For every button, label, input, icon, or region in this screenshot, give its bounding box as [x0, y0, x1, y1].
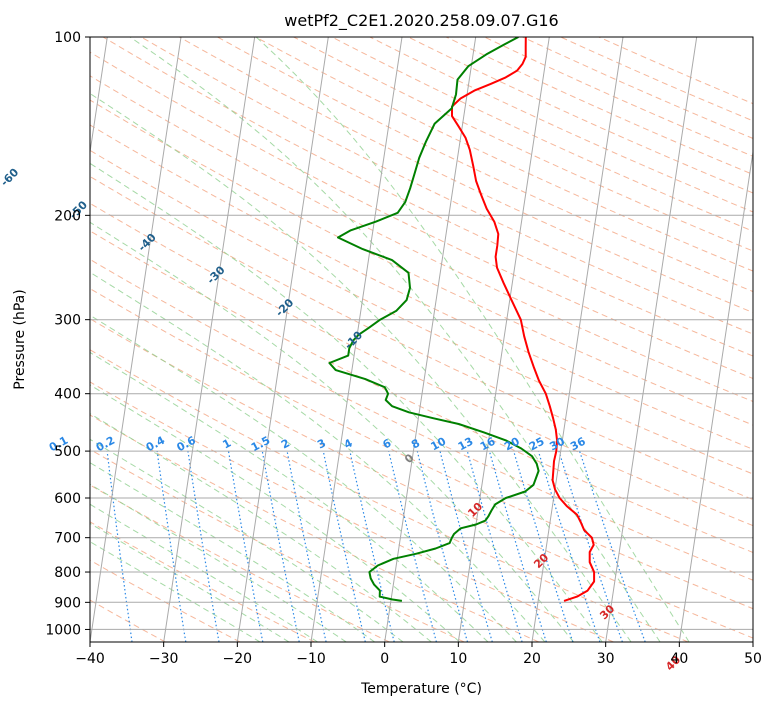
y-tick-label: 1000 — [45, 622, 81, 638]
x-tick-label: 30 — [597, 651, 615, 667]
dry-adiabat-line — [90, 51, 753, 380]
dry-adiabat-line — [522, 37, 753, 139]
dewpoint-profile-line — [328, 37, 540, 602]
dry-adiabat-line — [90, 202, 753, 527]
x-tick-label: 10 — [449, 651, 467, 667]
y-tick-label: 300 — [54, 313, 81, 329]
mixing-ratio-line — [322, 450, 366, 642]
isotherm-line — [236, 37, 329, 642]
dry-adiabat-line — [90, 381, 614, 642]
moist-adiabat-line — [90, 92, 632, 642]
x-tick-label: −40 — [75, 651, 105, 667]
moist-adiabat-line — [90, 271, 546, 642]
mixing-ratio-line — [513, 450, 574, 642]
dry-adiabat-line — [90, 318, 753, 639]
moist-adiabat-line — [90, 221, 574, 642]
isotherm-line — [90, 37, 182, 642]
y-tick-label: 400 — [54, 387, 81, 403]
y-tick-label: 700 — [54, 531, 81, 547]
x-tick-label: 20 — [523, 651, 541, 667]
profile-lines — [328, 37, 596, 602]
mixing-ratio-line — [537, 450, 601, 642]
mixing-ratio-line — [227, 451, 264, 642]
isotherm-line — [678, 148, 753, 642]
isotherm-line — [310, 37, 403, 642]
dry-adiabat-line — [90, 124, 753, 450]
dry-adiabat-line — [90, 521, 315, 642]
dry-adiabat-line — [90, 75, 753, 403]
moist-adiabat-line — [90, 503, 318, 642]
mixing-ratio-label: 30 — [547, 435, 567, 454]
moist-adiabat-line — [90, 483, 347, 642]
y-tick-label: 500 — [54, 444, 81, 460]
mixing-ratio-label: 16 — [478, 435, 498, 454]
isotherm-line — [457, 37, 550, 642]
x-axis-label: Temperature (°C) — [360, 681, 482, 697]
dry-adiabat-line — [90, 484, 390, 642]
mixing-ratio-line — [106, 451, 133, 642]
mixing-ratio-label: 13 — [456, 435, 476, 454]
dry-adiabat-line — [90, 287, 753, 610]
mixing-ratio-line — [187, 451, 220, 642]
mixing-ratio-line — [349, 450, 395, 642]
y-tick-label: 100 — [54, 30, 81, 46]
dry-adiabat-line — [90, 230, 753, 554]
mixing-ratio-label: 25 — [527, 435, 547, 454]
x-tick-label: −30 — [149, 651, 179, 667]
x-tick-label: −10 — [296, 651, 326, 667]
dry-adiabat-line — [445, 37, 753, 175]
x-tick-label: 50 — [744, 651, 762, 667]
mixing-ratio-label: 10 — [429, 435, 449, 454]
mixing-ratio-line — [416, 450, 469, 642]
mixing-ratio-label: 20 — [502, 435, 522, 454]
moist-adiabat-line — [90, 541, 261, 642]
mixing-ratio-line — [558, 450, 623, 642]
mixing-ratio-line — [579, 450, 646, 642]
moist-adiabat-line — [90, 162, 603, 642]
dry-adiabat-line — [407, 37, 753, 194]
moist-adiabat-line — [90, 351, 489, 642]
y-axis: 100 200 300 400 500 600 700 800 900 1000 — [45, 30, 90, 638]
isotherm-line — [163, 37, 256, 642]
dry-adiabat-line — [90, 349, 689, 642]
dry-adiabat-line — [90, 258, 753, 581]
isotherm-line — [605, 37, 698, 642]
x-tick-label: 40 — [670, 651, 688, 667]
mixing-ratio-line — [439, 450, 493, 642]
x-axis: −40 −30 −20 −10 0 10 20 30 40 50 — [75, 642, 762, 667]
plot-frame — [89, 36, 754, 643]
mixing-ratio-line — [466, 450, 523, 642]
isotherm-line — [531, 37, 624, 642]
moist-adiabat-line — [90, 384, 461, 642]
y-tick-label: 800 — [54, 565, 81, 581]
mixing-ratio-line — [388, 450, 437, 642]
dry-adiabat-line — [484, 37, 753, 157]
mixing-ratio-line — [156, 451, 187, 642]
y-tick-label: 600 — [54, 491, 81, 507]
y-tick-label: 200 — [54, 208, 81, 224]
isotherm-line — [90, 37, 108, 156]
mixing-ratio-label: 36 — [568, 435, 588, 454]
moist-adiabat-line — [90, 314, 517, 642]
dry-adiabat-line — [90, 99, 753, 426]
dry-adiabat-line — [102, 37, 753, 357]
dry-adiabat-line — [90, 175, 753, 501]
x-tick-label: −20 — [223, 651, 253, 667]
isotherm-line — [384, 37, 477, 642]
chart-title: wetPf2_C2E1.2020.258.09.07.G16 — [284, 11, 558, 31]
dry-adiabat-line — [90, 149, 753, 475]
mixing-ratio-line — [261, 450, 300, 642]
x-tick-label: 0 — [380, 651, 389, 667]
mixing-ratio-line — [286, 450, 327, 642]
y-axis-label: Pressure (hPa) — [12, 289, 28, 389]
grid-lines — [90, 37, 753, 642]
y-tick-label: 900 — [54, 595, 81, 611]
